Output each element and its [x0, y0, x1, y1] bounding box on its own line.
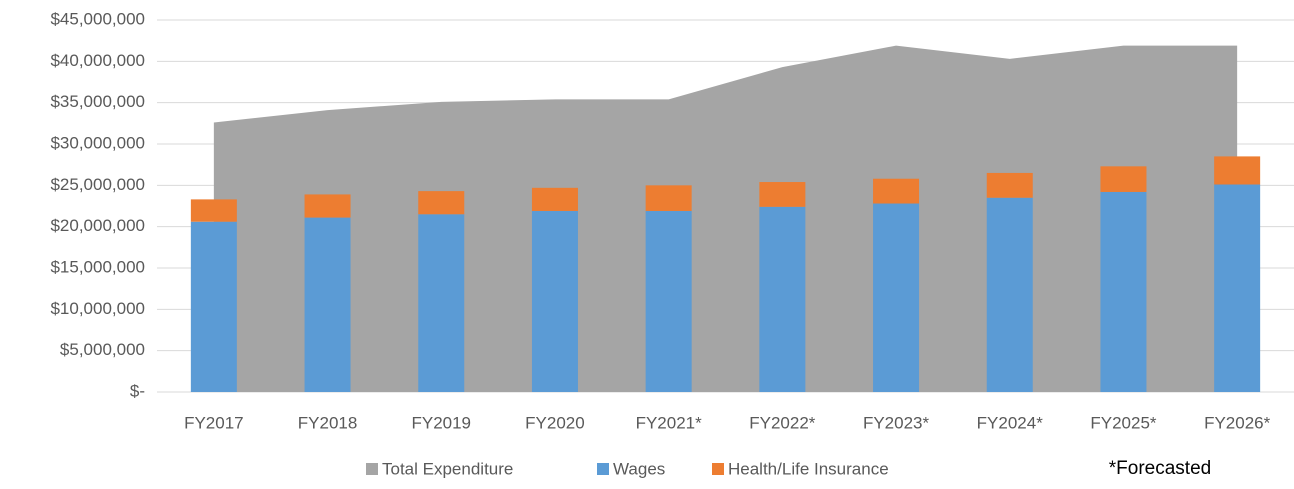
x-tick-label: FY2024* — [977, 413, 1044, 432]
y-tick-label: $20,000,000 — [50, 216, 145, 235]
bar — [986, 172, 1033, 198]
bar — [1214, 184, 1261, 392]
bar — [645, 185, 692, 211]
bar — [645, 210, 692, 392]
bar — [304, 217, 351, 392]
bar — [873, 178, 920, 204]
x-tick-label: FY2023* — [863, 413, 930, 432]
legend-swatch — [712, 463, 724, 475]
x-tick-label: FY2025* — [1090, 413, 1157, 432]
x-tick-label: FY2022* — [749, 413, 816, 432]
legend-label: Total Expenditure — [382, 459, 513, 478]
bar — [418, 214, 465, 392]
legend-label: Wages — [613, 459, 665, 478]
bar — [190, 199, 237, 222]
bar — [759, 182, 806, 207]
x-tick-label: FY2026* — [1204, 413, 1271, 432]
y-tick-label: $- — [130, 381, 145, 400]
x-tick-label: FY2017 — [184, 413, 244, 432]
bar — [873, 203, 920, 392]
bar — [531, 187, 578, 211]
x-tick-label: FY2021* — [636, 413, 703, 432]
y-tick-label: $25,000,000 — [50, 175, 145, 194]
y-tick-label: $45,000,000 — [50, 9, 145, 28]
y-tick-label: $40,000,000 — [50, 51, 145, 70]
y-tick-label: $10,000,000 — [50, 299, 145, 318]
legend-swatch — [366, 463, 378, 475]
x-tick-label: FY2019 — [411, 413, 471, 432]
bar — [1100, 191, 1147, 392]
legend-swatch — [597, 463, 609, 475]
bar — [1100, 166, 1147, 192]
bar — [190, 221, 237, 392]
bar — [531, 210, 578, 392]
bar — [304, 194, 351, 218]
y-tick-label: $15,000,000 — [50, 257, 145, 276]
x-tick-label: FY2020 — [525, 413, 585, 432]
x-tick-label: FY2018 — [298, 413, 358, 432]
legend-label: Health/Life Insurance — [728, 459, 889, 478]
y-tick-label: $30,000,000 — [50, 133, 145, 152]
area — [213, 45, 1238, 392]
bar — [418, 191, 465, 215]
annotation: *Forecasted — [1109, 458, 1211, 479]
bar — [986, 197, 1033, 392]
y-tick-label: $35,000,000 — [50, 92, 145, 111]
y-tick-label: $5,000,000 — [60, 340, 145, 359]
bar — [759, 206, 806, 392]
bar — [1214, 156, 1261, 185]
